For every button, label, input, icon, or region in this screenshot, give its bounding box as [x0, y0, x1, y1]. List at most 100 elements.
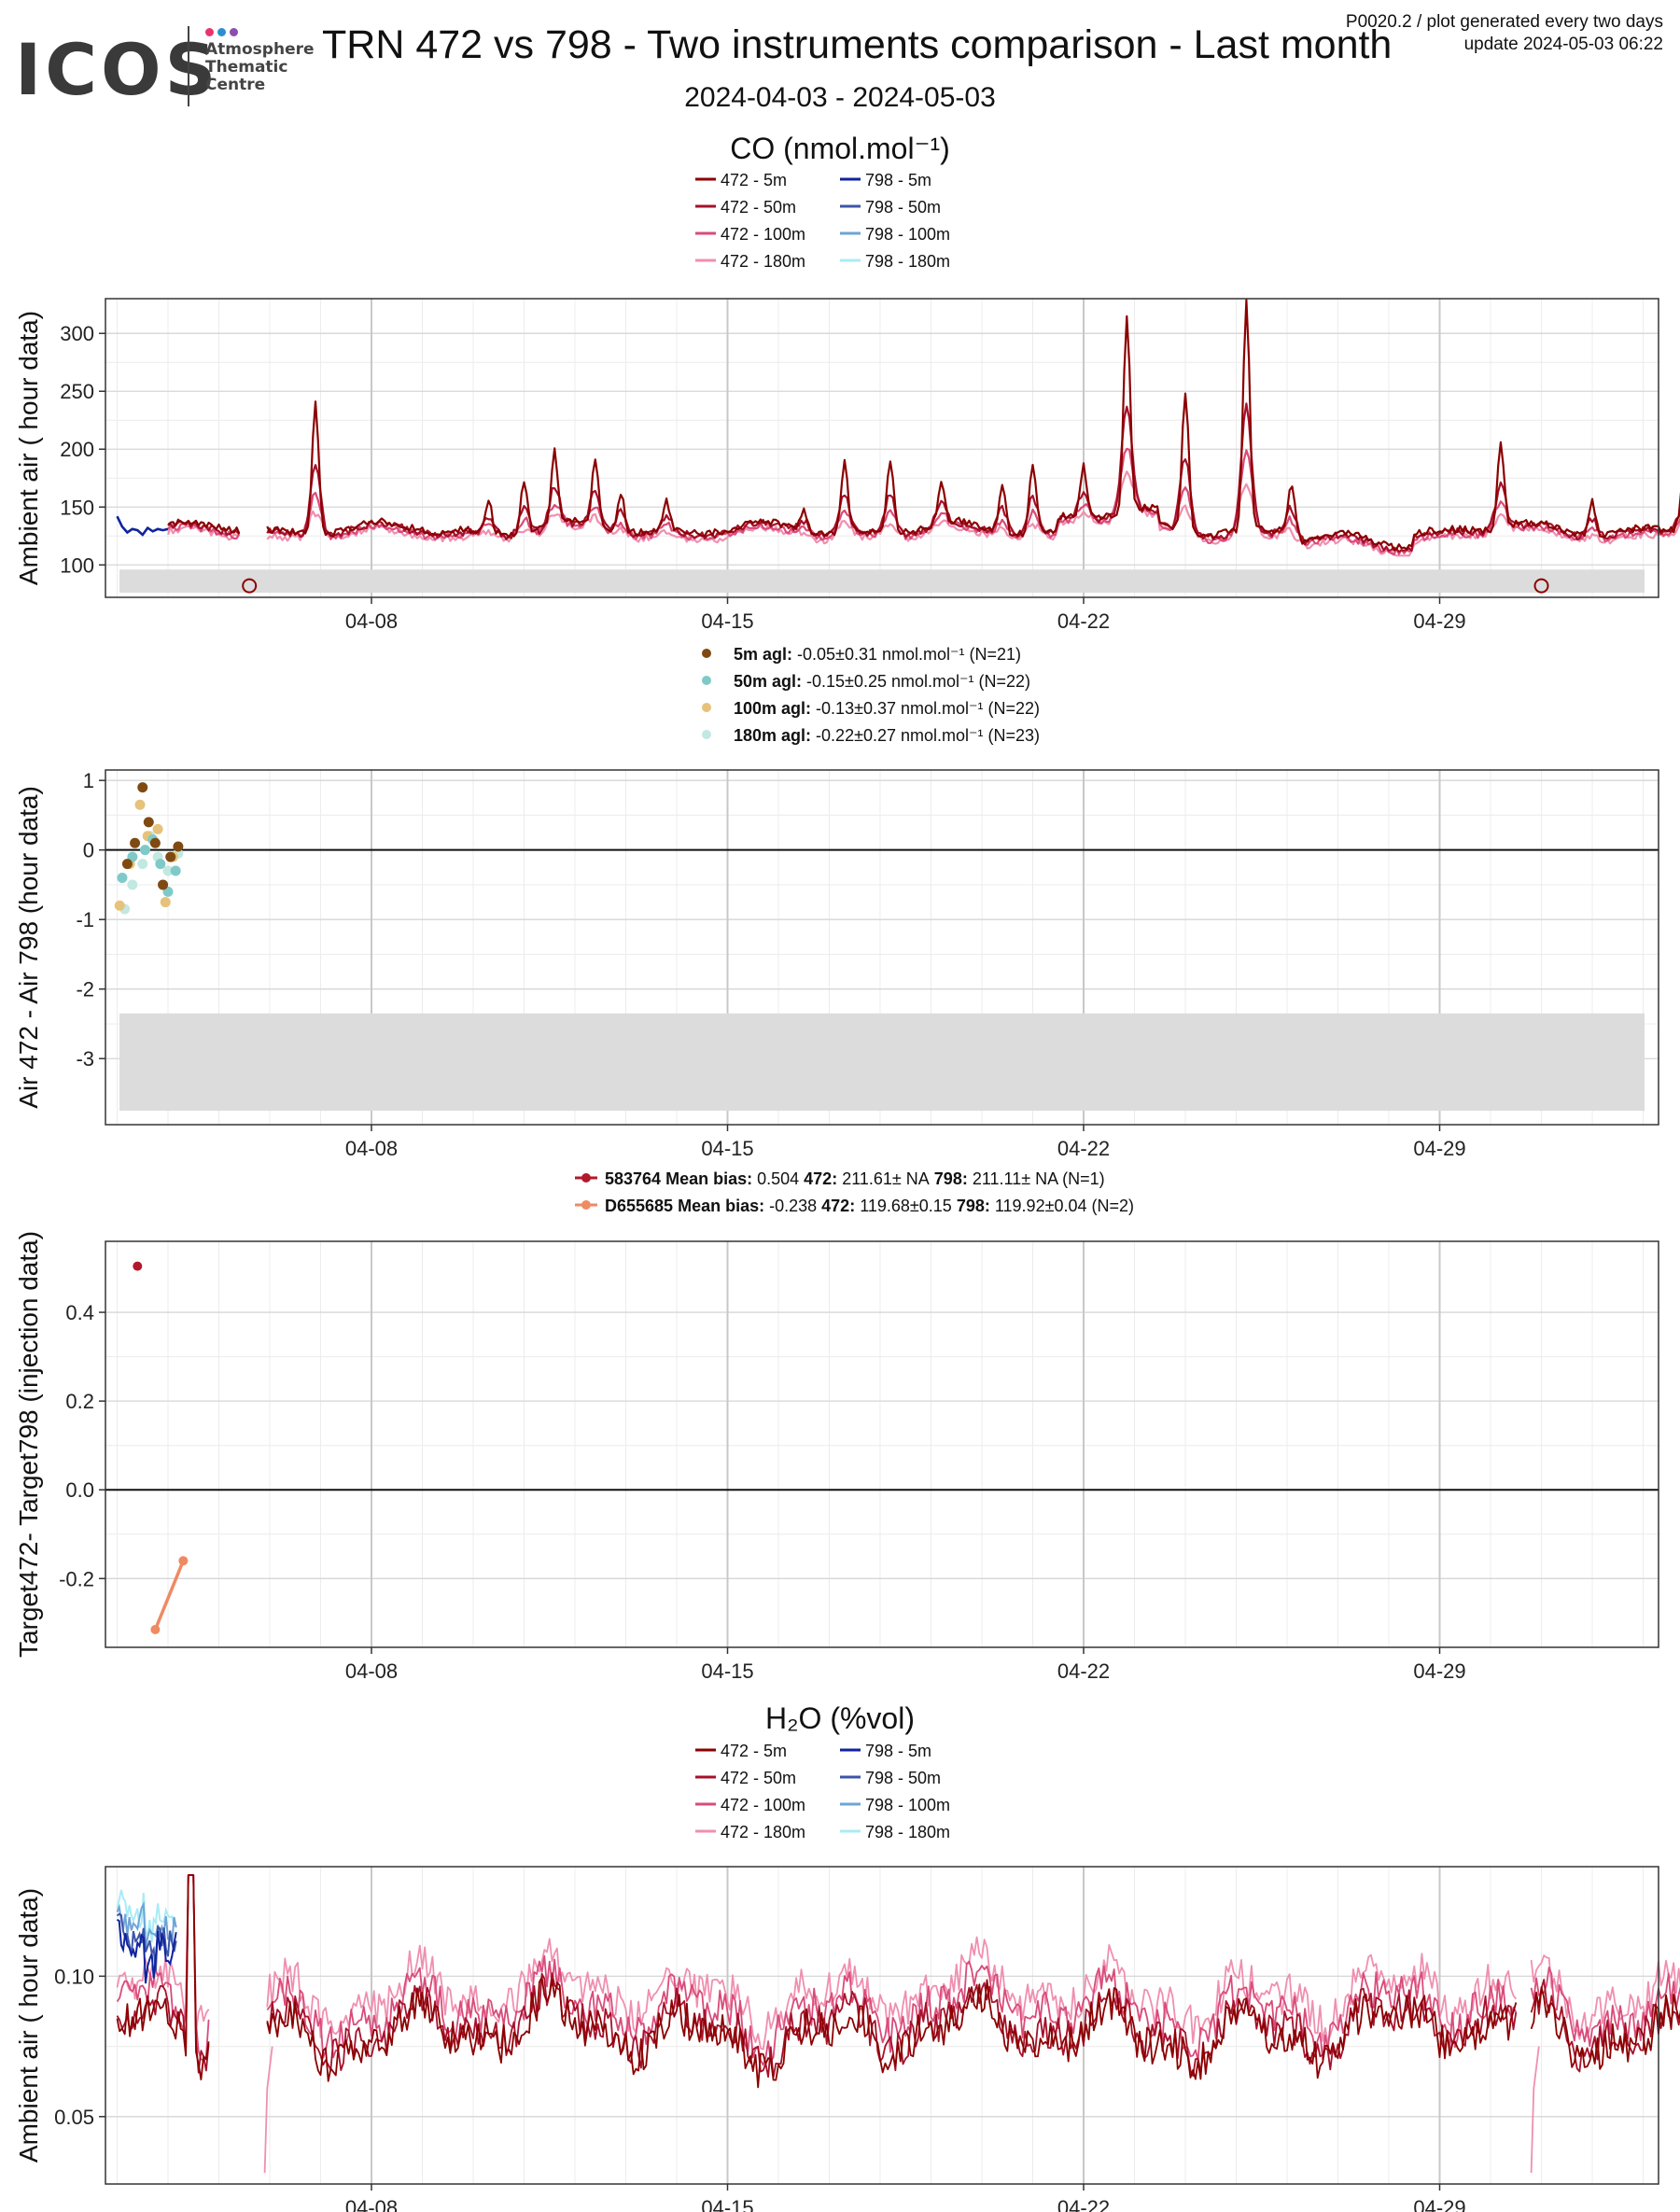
y-tick-label: 0.0	[65, 1478, 94, 1502]
h2o-legend-label: 798 - 180m	[865, 1823, 950, 1841]
panel-border	[105, 1866, 1659, 2185]
panel-border	[105, 298, 1659, 598]
y-tick-label: 150	[60, 496, 94, 519]
x-tick-label: 04-22	[1057, 609, 1110, 633]
co-series-472-0	[266, 299, 1680, 552]
diff-point-0	[165, 851, 176, 862]
diff-point-0	[149, 837, 161, 848]
logo-subtitle: Atmosphere Thematic Centre	[205, 41, 315, 94]
diff-point-0	[137, 782, 148, 793]
x-tick-label: 04-29	[1413, 1137, 1465, 1160]
target-legend-dot	[581, 1173, 591, 1183]
h2o-series-472-3	[266, 1936, 1518, 2051]
plot-panel-1	[105, 299, 1659, 597]
info-line-update: update 2024-05-03 06:22	[1463, 35, 1663, 54]
y-axis-label: Air 472 - Air 798 (hour data)	[14, 786, 43, 1109]
logo-dot-2	[217, 28, 226, 36]
diff-point-0	[121, 859, 133, 870]
co-legend-label: 798 - 5m	[865, 171, 931, 189]
diff-point-0	[130, 837, 141, 848]
x-tick-label: 04-08	[345, 1659, 398, 1683]
co-series-472-3	[266, 470, 1680, 557]
diff-legend-label: 50m agl: -0.15±0.25 nmol.mol⁻¹ (N=22)	[734, 672, 1030, 691]
y-tick-label: 0.2	[65, 1390, 94, 1413]
diff-point-3	[127, 879, 138, 890]
uncertainty-band	[119, 569, 1645, 594]
h2o-legend-label: 472 - 50m	[721, 1769, 796, 1787]
panel-border	[105, 1240, 1659, 1648]
y-tick-label: -2	[76, 978, 94, 1001]
diff-legend-key	[702, 730, 711, 739]
x-tick-label: 04-29	[1413, 609, 1465, 633]
co-legend-label: 798 - 50m	[865, 198, 941, 217]
co-legend-label: 472 - 50m	[721, 198, 796, 217]
date-range: 2024-04-03 - 2024-05-03	[684, 82, 996, 113]
co-series-472-3	[166, 525, 240, 541]
y-tick-label: 200	[60, 438, 94, 461]
x-tick-label: 04-22	[1057, 1659, 1110, 1683]
x-tick-label: 04-15	[701, 1137, 753, 1160]
target-point-1	[150, 1624, 161, 1634]
info-line-product: P0020.2 / plot generated every two days	[1345, 12, 1663, 32]
target-legend-label: D655685 Mean bias: -0.238 472: 119.68±0.…	[605, 1197, 1134, 1215]
diff-point-2	[114, 900, 125, 911]
y-tick-label: -1	[76, 908, 94, 931]
x-tick-label: 04-08	[345, 2196, 398, 2212]
target-legend-label: 583764 Mean bias: 0.504 472: 211.61± NA …	[605, 1169, 1105, 1188]
h2o-series-472-0	[266, 1976, 1518, 2089]
h2o-dip-0	[263, 2046, 273, 2174]
co-legend-label: 798 - 100m	[865, 225, 950, 244]
y-tick-label: 300	[60, 322, 94, 345]
y-tick-label: -3	[76, 1047, 94, 1071]
uncertainty-band	[119, 1013, 1645, 1112]
target-point-0	[133, 1261, 143, 1271]
page-title: TRN 472 vs 798 - Two instruments compari…	[322, 22, 1393, 67]
x-tick-label: 04-15	[701, 1659, 753, 1683]
x-tick-label: 04-08	[345, 1137, 398, 1160]
h2o-series-472-2	[266, 1954, 1518, 2066]
co-legend-label: 472 - 180m	[721, 252, 805, 271]
icos-logo: ICOS Atmosphere Thematic Centre	[7, 11, 315, 111]
y-tick-label: -0.2	[59, 1567, 94, 1590]
diff-legend-key	[702, 703, 711, 712]
co-legend-label: 798 - 180m	[865, 252, 950, 271]
h2o-series-472-0	[116, 1874, 210, 2080]
co-title: CO (nmol.mol⁻¹)	[730, 132, 950, 165]
h2o-series-798-1	[116, 1912, 177, 1972]
x-tick-label: 04-08	[345, 609, 398, 633]
logo-sub-line-1: Atmosphere	[205, 40, 315, 59]
diff-point-1	[117, 872, 128, 883]
h2o-series-472-0	[1530, 1986, 1680, 2070]
co-flag-marker	[1533, 578, 1549, 594]
x-tick-label: 04-22	[1057, 1137, 1110, 1160]
diff-point-1	[139, 845, 150, 856]
x-tick-label: 04-29	[1413, 1659, 1465, 1683]
diff-point-0	[173, 841, 184, 852]
h2o-legend-label: 798 - 100m	[865, 1796, 950, 1814]
h2o-series-472-2	[1530, 1967, 1680, 2048]
y-axis-label: Target472- Target798 (injection data)	[14, 1231, 43, 1658]
h2o-series-798-0	[116, 1918, 177, 1984]
h2o-dip-1	[1530, 2046, 1540, 2174]
h2o-series-472-3	[1530, 1954, 1680, 2040]
co-series-472-0	[167, 518, 241, 534]
y-tick-label: 0.05	[54, 2106, 94, 2129]
logo-dot-1	[205, 28, 214, 36]
target-point-1	[178, 1556, 189, 1566]
diff-point-1	[170, 865, 181, 876]
target-line-1	[153, 1560, 185, 1631]
diff-point-3	[162, 865, 174, 876]
diff-point-2	[134, 799, 146, 810]
y-axis-label: Ambient air ( hour data)	[14, 311, 43, 585]
co-legend-label: 472 - 100m	[721, 225, 805, 244]
x-tick-label: 04-15	[701, 2196, 753, 2212]
y-tick-label: 1	[83, 769, 94, 792]
y-axis-label: Ambient air ( hour data)	[14, 1888, 43, 2163]
diff-legend-label: 180m agl: -0.22±0.27 nmol.mol⁻¹ (N=23)	[734, 726, 1040, 745]
y-tick-label: 100	[60, 553, 94, 577]
co-flag-marker	[242, 578, 258, 594]
logo-sub-line-3: Centre	[205, 76, 266, 94]
plot-panel-4	[105, 1867, 1659, 2184]
diff-point-2	[152, 823, 163, 834]
y-tick-label: 0	[83, 839, 94, 862]
